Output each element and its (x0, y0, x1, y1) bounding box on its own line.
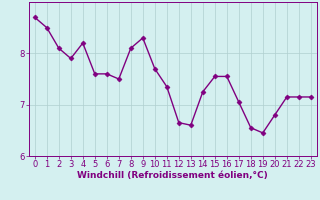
X-axis label: Windchill (Refroidissement éolien,°C): Windchill (Refroidissement éolien,°C) (77, 171, 268, 180)
